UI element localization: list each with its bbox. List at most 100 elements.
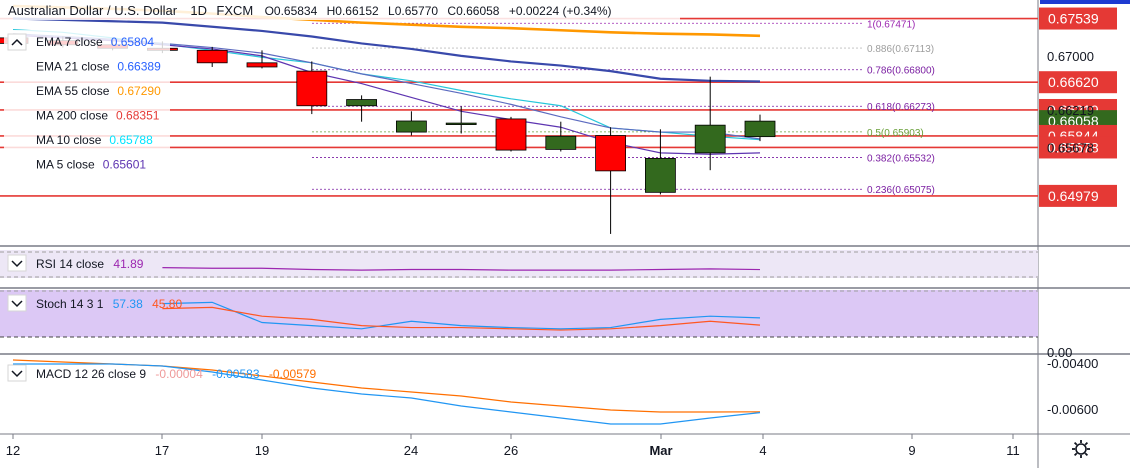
data-source: FXCM: [216, 3, 253, 18]
rsi-line: [162, 267, 761, 271]
legend-item-label: MA 200 close: [36, 109, 108, 123]
symbol-name: Australian Dollar / U.S. Dollar: [8, 3, 178, 18]
price-label-box: [1039, 136, 1117, 159]
svg-text:RSI 14 close 41.89: RSI 14 close 41.89: [36, 257, 144, 271]
open-value: O0.65834: [265, 4, 318, 18]
candle-body: [495, 118, 527, 151]
candle-body: [744, 120, 776, 138]
legend-item: EMA 7 close 0.65804: [36, 35, 154, 49]
macd-axis-label-1: -0.00400: [1047, 356, 1098, 371]
x-axis: 12 17 19 24 26 Mar 4 9 11: [6, 434, 1020, 458]
legend-item-label: EMA 21 close: [36, 60, 110, 74]
candle[interactable]: [346, 95, 378, 122]
x-label: 26: [504, 443, 518, 458]
stoch-label: Stoch 14 3 1: [36, 297, 104, 311]
chevron-up-icon: [11, 38, 23, 46]
legend-item: EMA 55 close 0.67290: [36, 84, 161, 98]
candle[interactable]: [645, 129, 676, 195]
price-label-text: 0.64979: [1048, 188, 1099, 204]
stoch-d-value: 45.80: [152, 297, 182, 311]
x-label: 24: [404, 443, 418, 458]
legend-item-label: MA 5 close: [36, 158, 95, 172]
candle[interactable]: [395, 111, 427, 136]
candle-body: [445, 122, 477, 125]
settings-button[interactable]: [1072, 440, 1090, 458]
legend-item-value: 0.65601: [103, 158, 147, 172]
candle-body: [694, 124, 726, 154]
price-tick: 0.65678: [1047, 140, 1094, 155]
price-label-text: 0.67539: [1048, 11, 1099, 27]
x-label: Mar: [649, 443, 672, 458]
legend-item-value: 0.67290: [117, 84, 161, 98]
legend-item-value: 0.65788: [109, 133, 153, 147]
candle[interactable]: [445, 106, 477, 134]
legend-item-label: EMA 7 close: [36, 35, 103, 49]
indicator-lines: [12, 267, 761, 425]
price-axis-boxes: 0.675390.666200.662190.660580.658440.656…: [1039, 7, 1117, 207]
price-label-box: [1039, 184, 1117, 207]
rsi-legend[interactable]: RSI 14 close 41.89: [7, 254, 144, 272]
candle[interactable]: [296, 61, 328, 115]
candle[interactable]: [196, 46, 228, 67]
price-label-box: [1039, 7, 1117, 30]
candle[interactable]: [595, 127, 626, 234]
rsi-value: 41.89: [113, 257, 143, 271]
fib-label: 0.236(0.65075): [867, 185, 935, 196]
legend-item-value: 0.66389: [117, 60, 161, 74]
rsi-label: RSI 14 close: [36, 257, 104, 271]
candle[interactable]: [246, 50, 278, 69]
x-label: 17: [155, 443, 169, 458]
stoch-collapse-button[interactable]: [7, 294, 27, 312]
fib-label: 0.618(0.66273): [867, 102, 935, 113]
stoch-d-line: [162, 306, 761, 331]
close-value: C0.66058: [447, 4, 499, 18]
macd-axis-label-2: -0.00600: [1047, 402, 1098, 417]
stoch-axis-label: 0.00: [1047, 345, 1072, 360]
rsi-collapse-button[interactable]: [7, 254, 27, 272]
macd-collapse-button[interactable]: [7, 364, 27, 382]
x-label: 19: [255, 443, 269, 458]
price-label-box: [1039, 71, 1117, 94]
change-value: +0.00224 (+0.34%): [509, 4, 612, 18]
stoch-k-line: [162, 301, 761, 330]
price-label-text: 0.65678: [1048, 139, 1099, 155]
interval: 1D: [190, 3, 207, 18]
rsi-band: [0, 250, 1038, 278]
legend-collapse-button[interactable]: [7, 33, 27, 51]
candle[interactable]: [694, 76, 726, 171]
fib-label: 0.382(0.65532): [867, 154, 935, 165]
price-axis-ticks: 0.67000 0.66219 0.65678: [1047, 49, 1094, 156]
top-axis-accent: [1040, 0, 1130, 4]
fib-label: 0.5(0.65903): [867, 128, 924, 139]
macd-hist-value: -0.00004: [155, 367, 203, 381]
candle[interactable]: [495, 116, 527, 152]
header: Australian Dollar / U.S. Dollar 1D FXCM …: [0, 0, 680, 20]
candle[interactable]: [545, 121, 577, 152]
macd-line-value: -0.00583: [212, 367, 260, 381]
fib-label: 0.886(0.67113): [867, 44, 934, 55]
chevron-down-icon: [11, 260, 23, 268]
macd-signal-value: -0.00579: [269, 367, 317, 381]
macd-legend[interactable]: MACD 12 26 close 9 -0.00004 -0.00583 -0.…: [7, 364, 317, 382]
candle-body: [395, 120, 427, 133]
fibonacci-levels[interactable]: 1(0.67471) 0.886(0.67113) 0.786(0.66800) 0.…: [312, 19, 935, 196]
fib-label: 1(0.67471): [867, 19, 915, 30]
fib-label: 0.786(0.66800): [867, 66, 935, 77]
candle-body: [545, 135, 577, 150]
candle[interactable]: [744, 114, 776, 142]
macd-line: [13, 363, 761, 425]
chevron-down-icon: [11, 370, 23, 378]
stoch-legend[interactable]: Stoch 14 3 1 57.38 45.80: [7, 294, 182, 312]
high-value: H0.66152: [327, 4, 379, 18]
legend-item: EMA 21 close 0.66389: [36, 60, 161, 74]
price-label-text: 0.66620: [1048, 74, 1099, 90]
gear-icon: [1075, 443, 1087, 455]
chevron-down-icon: [11, 300, 23, 308]
x-label: 4: [759, 443, 766, 458]
legend-item-value: 0.68351: [116, 109, 160, 123]
macd-label: MACD 12 26 close 9: [36, 367, 146, 381]
ema21-line: [12, 17, 761, 83]
legend-item: MA 10 close 0.65788: [36, 133, 153, 147]
